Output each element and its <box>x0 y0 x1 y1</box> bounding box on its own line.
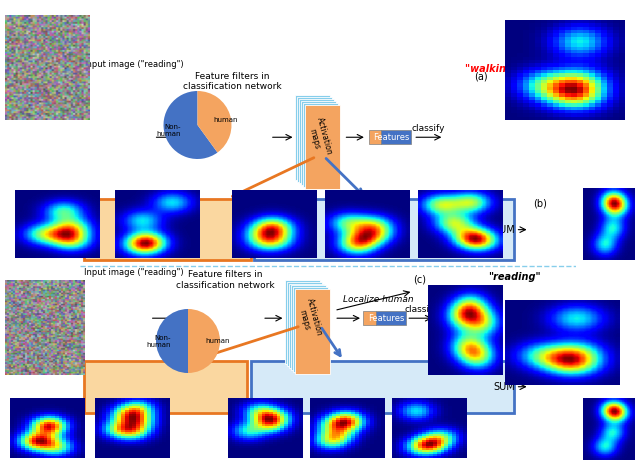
Bar <box>84 199 250 260</box>
Text: SUM: SUM <box>494 382 516 392</box>
Bar <box>289 283 324 368</box>
Text: Feature filters in
classification network: Feature filters in classification networ… <box>184 72 282 91</box>
Bar <box>303 102 338 188</box>
Text: Features: Features <box>373 133 410 142</box>
Bar <box>84 360 246 413</box>
Bar <box>250 360 514 413</box>
Bar <box>291 285 326 370</box>
Bar <box>369 130 381 144</box>
Text: Features: Features <box>368 313 404 323</box>
Bar <box>298 97 332 181</box>
Wedge shape <box>163 91 218 159</box>
Text: ...: ... <box>469 243 481 257</box>
Text: Non-
human: Non- human <box>157 124 181 137</box>
Bar <box>305 104 340 189</box>
Wedge shape <box>156 309 188 373</box>
Bar <box>287 282 322 366</box>
Text: Non-
human: Non- human <box>146 335 170 347</box>
Bar <box>301 101 336 185</box>
Text: ...: ... <box>145 397 157 410</box>
Text: SUM: SUM <box>494 225 516 235</box>
Bar <box>364 311 376 325</box>
Text: (d): (d) <box>474 286 488 296</box>
Bar <box>296 95 330 180</box>
Text: classify: classify <box>412 125 445 133</box>
Bar <box>295 290 330 374</box>
Text: Feature filters in
classification network: Feature filters in classification networ… <box>177 270 275 290</box>
Text: classify: classify <box>404 306 438 314</box>
Bar <box>381 130 412 144</box>
Text: (e): (e) <box>533 360 547 370</box>
Text: human: human <box>205 338 230 344</box>
Text: Activation
maps: Activation maps <box>305 116 333 158</box>
Text: (b): (b) <box>533 199 547 209</box>
Bar <box>300 99 334 183</box>
Wedge shape <box>198 91 232 152</box>
Bar <box>376 311 406 325</box>
Text: ...: ... <box>157 243 170 257</box>
Bar <box>293 287 328 372</box>
Text: Activation
maps: Activation maps <box>294 297 323 339</box>
Text: Input image ("reading"): Input image ("reading") <box>84 268 184 277</box>
Text: (c): (c) <box>413 274 426 284</box>
Bar <box>254 199 514 260</box>
Text: (a): (a) <box>474 72 487 82</box>
Text: Localize human: Localize human <box>343 295 413 304</box>
Text: human: human <box>214 117 238 123</box>
Text: ...: ... <box>450 397 462 410</box>
Bar <box>285 280 320 364</box>
Text: "reading": "reading" <box>488 272 540 282</box>
Wedge shape <box>188 309 220 373</box>
Text: "walking the dog": "walking the dog" <box>465 64 563 74</box>
Text: Input image ("reading"): Input image ("reading") <box>84 60 184 69</box>
